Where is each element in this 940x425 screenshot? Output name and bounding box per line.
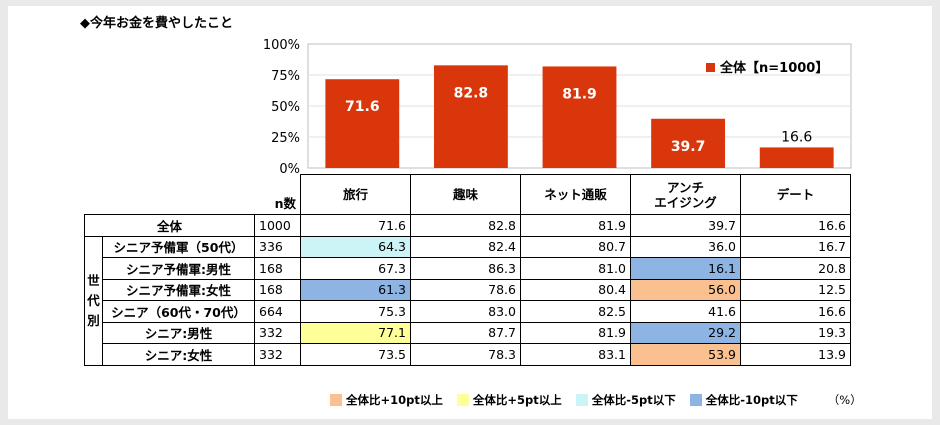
y-tick-label: 75%: [271, 69, 300, 84]
cell-value: 12.5: [740, 278, 851, 301]
legend-swatch: [706, 63, 715, 72]
bar: [433, 65, 508, 168]
cell-value: 71.6: [300, 214, 411, 237]
cell-value: 81.0: [520, 257, 631, 280]
row-label: シニア（60代・70代）: [102, 300, 255, 323]
n-value: 332: [254, 321, 301, 344]
y-tick-label: 50%: [271, 100, 300, 115]
y-tick-label: 100%: [263, 38, 300, 53]
cell-value: 82.4: [410, 235, 521, 258]
cell-value: 56.0: [630, 278, 741, 301]
cell-value: 83.1: [520, 343, 631, 366]
cell-value: 39.7: [630, 214, 741, 237]
n-value: 664: [254, 300, 301, 323]
column-header: 旅行: [300, 174, 411, 215]
header-blank: [85, 175, 255, 215]
table-row: シニア（60代・70代） 664 75.3 83.0 82.5 41.6 16.6: [85, 300, 851, 323]
legend-label: 全体比-5pt以下: [591, 393, 676, 407]
cell-value: 73.5: [300, 343, 411, 366]
n-value: 168: [254, 257, 301, 280]
n-column-header: n数: [274, 196, 296, 211]
cell-value: 67.3: [300, 257, 411, 280]
bar-data-label: 39.7: [671, 139, 706, 155]
table-row: シニア:女性 332 73.5 78.3 83.1 53.9 13.9: [85, 343, 851, 366]
cell-value: 75.3: [300, 300, 411, 323]
bar-data-label: 82.8: [454, 85, 489, 101]
bar-data-label: 71.6: [345, 99, 380, 115]
y-tick-label: 25%: [271, 131, 300, 146]
highlight-legend: 全体比+10pt以上 全体比+5pt以上 全体比-5pt以下 全体比-10pt以下 （%…: [330, 392, 862, 408]
row-label: 全体: [84, 214, 255, 237]
table-row: シニア:男性 332 77.1 87.7 81.9 29.2 19.3: [85, 321, 851, 344]
row-label: シニア予備軍:男性: [102, 257, 255, 280]
table-row: 全体 1000 71.6 82.8 81.9 39.7 16.6: [84, 214, 851, 237]
cell-value: 81.9: [520, 321, 631, 344]
cell-value: 87.7: [410, 321, 521, 344]
legend-swatch: [456, 394, 469, 406]
legend-item: 全体比-5pt以下: [575, 392, 676, 408]
cell-value: 80.4: [520, 278, 631, 301]
row-label: シニア予備軍:女性: [102, 278, 255, 301]
legend-swatch: [689, 394, 702, 406]
bar: [651, 118, 726, 168]
n-value: 336: [254, 235, 301, 258]
legend-label: 全体比+5pt以上: [472, 393, 562, 407]
column-header: 趣味: [410, 174, 521, 215]
cell-value: 16.6: [740, 300, 851, 323]
cell-value: 77.1: [300, 321, 411, 344]
cell-value: 29.2: [630, 321, 741, 344]
row-label: シニア予備軍（50代）: [102, 235, 255, 258]
cell-value: 16.7: [740, 235, 851, 258]
cell-value: 78.3: [410, 343, 521, 366]
legend-label: 全体比-10pt以下: [705, 393, 798, 407]
cell-value: 83.0: [410, 300, 521, 323]
cell-value: 86.3: [410, 257, 521, 280]
cell-value: 19.3: [740, 321, 851, 344]
y-tick-label: 0%: [279, 162, 300, 175]
cell-value: 53.9: [630, 343, 741, 366]
cell-value: 36.0: [630, 235, 741, 258]
legend-item: 全体比+10pt以上: [330, 392, 443, 408]
n-value: 168: [254, 278, 301, 301]
bar-data-label: 81.9: [562, 86, 597, 102]
legend-swatch: [330, 394, 342, 406]
cell-value: 78.6: [410, 278, 521, 301]
legend-label: 全体【n=1000】: [719, 60, 828, 76]
legend-label: 全体比+10pt以上: [346, 393, 443, 407]
table-row: 世代別シニア予備軍（50代） 336 64.3 82.4 80.7 36.0 16.7: [84, 235, 851, 366]
column-header: アンチ エイジング: [630, 174, 741, 215]
group-label: 世代別: [84, 235, 103, 366]
column-header: ネット通販: [520, 174, 631, 215]
bar-data-label: 16.6: [781, 129, 812, 145]
n-value: 1000: [254, 214, 301, 237]
row-label: シニア:男性: [102, 321, 255, 344]
unit-label: （%）: [827, 393, 862, 407]
cell-value: 20.8: [740, 257, 851, 280]
cell-value: 64.3: [300, 235, 411, 258]
cell-value: 41.6: [630, 300, 741, 323]
cell-value: 16.1: [630, 257, 741, 280]
legend-item: 全体比-10pt以下: [689, 392, 798, 408]
legend-swatch: [575, 394, 588, 406]
bar: [325, 79, 400, 168]
cell-value: 82.5: [520, 300, 631, 323]
cell-value: 61.3: [300, 278, 411, 301]
table-row: シニア予備軍:男性 168 67.3 86.3 81.0 16.1 20.8: [85, 257, 851, 280]
cell-value: 82.8: [410, 214, 521, 237]
cell-value: 81.9: [520, 214, 631, 237]
cell-value: 80.7: [520, 235, 631, 258]
cell-value: 13.9: [740, 343, 851, 366]
cell-value: 16.6: [740, 214, 851, 237]
bar: [542, 66, 617, 168]
legend-item: 全体比+5pt以上: [456, 392, 562, 408]
table-row: シニア予備軍:女性 168 61.3 78.6 80.4 56.0 12.5: [85, 278, 851, 301]
n-value: 332: [254, 343, 301, 366]
bar-chart: 0% 25% 50% 75% 100% 71.6 82.8 81.9 39.7 16.6 全体【n=…: [263, 38, 852, 175]
row-label: シニア:女性: [102, 343, 255, 366]
table-header-row: n数 旅行 趣味 ネット通販 アンチ エイジング デート: [85, 174, 851, 215]
data-table: n数 旅行 趣味 ネット通販 アンチ エイジング デート 全体 1000 71.6 82.8 81.9…: [84, 174, 851, 366]
chart-title: ◆今年お金を費やしたこと: [80, 16, 233, 31]
bar: [759, 147, 834, 168]
column-header: デート: [740, 174, 851, 215]
